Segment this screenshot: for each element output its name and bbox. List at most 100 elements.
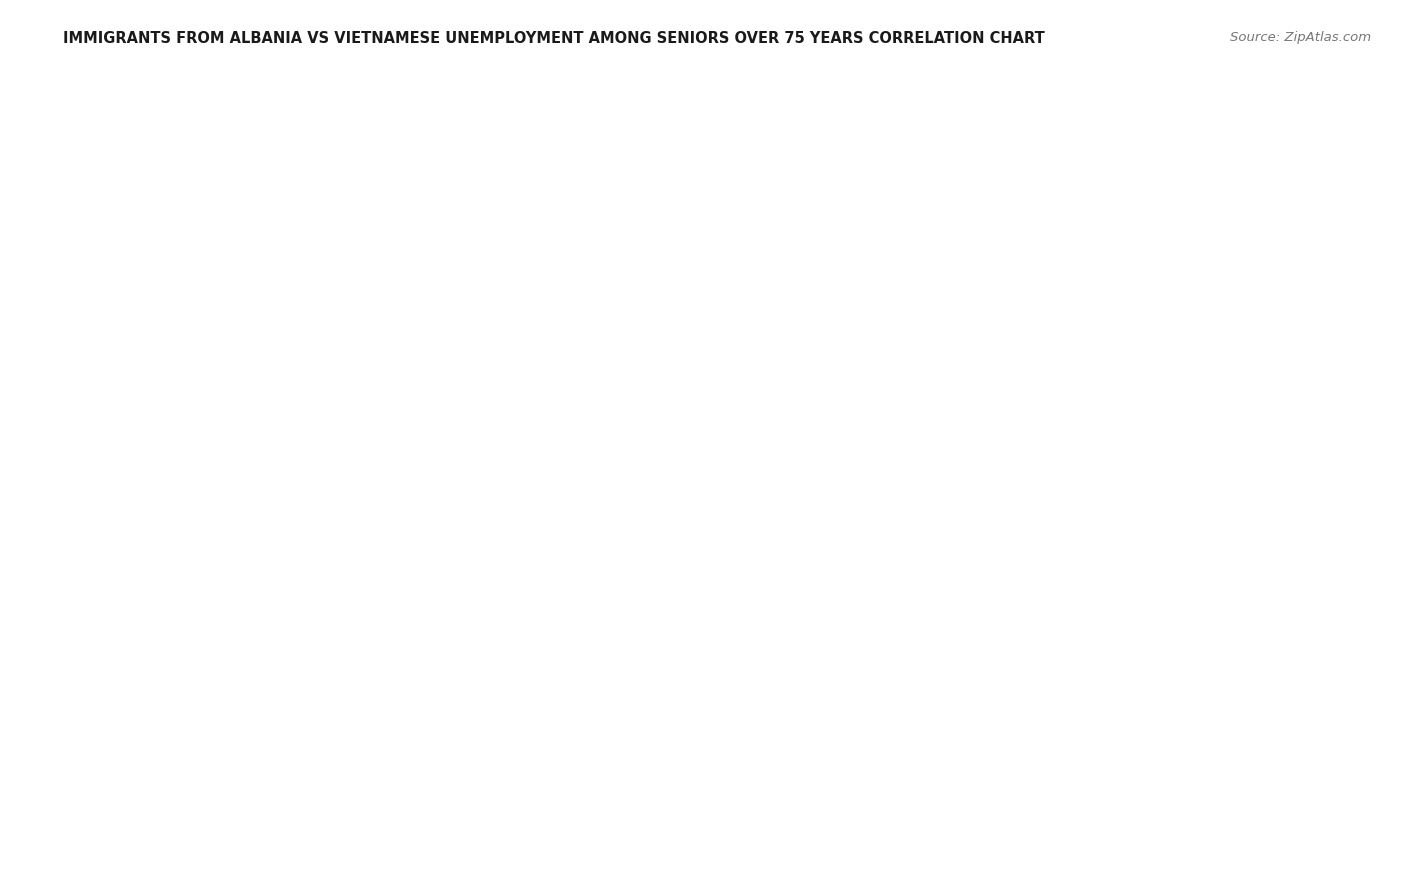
Point [117, 601, 139, 615]
Point [101, 718, 124, 732]
Text: 0.165: 0.165 [564, 132, 621, 150]
Point [111, 659, 134, 673]
Point [136, 595, 159, 609]
Point [160, 510, 183, 524]
Point [131, 627, 153, 641]
Text: R =: R = [515, 132, 550, 150]
Point [101, 666, 124, 681]
Point [107, 621, 129, 635]
Point [233, 731, 256, 745]
Text: atlas: atlas [808, 385, 1109, 507]
Point [131, 614, 153, 628]
Point [160, 595, 183, 609]
Point [121, 607, 143, 622]
Point [166, 647, 188, 661]
Point [283, 614, 305, 628]
Point [121, 588, 143, 602]
Point [136, 582, 159, 596]
Text: Vietnamese: Vietnamese [855, 855, 953, 872]
Point [527, 633, 550, 648]
Point [117, 595, 139, 609]
Text: N =: N = [624, 132, 672, 150]
Point [107, 666, 129, 681]
Text: 0.436: 0.436 [564, 170, 621, 188]
Point [1261, 147, 1284, 161]
Point [141, 614, 163, 628]
Point [127, 601, 149, 615]
Point [97, 692, 120, 706]
Point [176, 614, 198, 628]
FancyBboxPatch shape [465, 114, 765, 203]
Point [131, 595, 153, 609]
Point [141, 640, 163, 654]
Point [195, 627, 218, 641]
Point [136, 614, 159, 628]
Text: Immigrants from Albania: Immigrants from Albania [585, 855, 792, 872]
Point [117, 484, 139, 499]
Point [156, 510, 179, 524]
Point [141, 659, 163, 673]
Point [91, 413, 114, 427]
Point [920, 310, 942, 324]
Point [209, 764, 232, 778]
Point [166, 595, 188, 609]
Point [478, 627, 501, 641]
Point [146, 588, 169, 602]
Point [117, 614, 139, 628]
Point [97, 607, 120, 622]
Point [141, 595, 163, 609]
Point [186, 621, 208, 635]
Point [111, 452, 134, 467]
Point [111, 445, 134, 459]
Point [121, 588, 143, 602]
Point [131, 595, 153, 609]
Point [146, 595, 169, 609]
Text: IMMIGRANTS FROM ALBANIA VS VIETNAMESE UNEMPLOYMENT AMONG SENIORS OVER 75 YEARS C: IMMIGRANTS FROM ALBANIA VS VIETNAMESE UN… [63, 31, 1045, 46]
Point [101, 633, 124, 648]
Point [121, 647, 143, 661]
Point [332, 659, 354, 673]
Point [127, 633, 149, 648]
Point [150, 595, 173, 609]
Point [136, 601, 159, 615]
Point [233, 647, 256, 661]
Point [111, 621, 134, 635]
Point [121, 621, 143, 635]
Point [259, 614, 281, 628]
Point [91, 387, 114, 401]
Point [111, 614, 134, 628]
Text: 38: 38 [686, 170, 714, 188]
Point [156, 627, 179, 641]
Point [121, 582, 143, 596]
Point [150, 348, 173, 362]
Point [101, 614, 124, 628]
Point [209, 770, 232, 784]
Point [111, 601, 134, 615]
Point [186, 607, 208, 622]
Text: Source: ZipAtlas.com: Source: ZipAtlas.com [1230, 31, 1371, 45]
Point [156, 595, 179, 609]
Point [107, 640, 129, 654]
Point [117, 627, 139, 641]
Point [131, 647, 153, 661]
Point [821, 724, 844, 739]
Point [626, 614, 648, 628]
Point [150, 601, 173, 615]
Point [127, 595, 149, 609]
Point [127, 601, 149, 615]
Point [107, 738, 129, 752]
Point [91, 251, 114, 265]
Point [111, 640, 134, 654]
Point [1017, 685, 1039, 699]
Point [176, 595, 198, 609]
Point [117, 711, 139, 725]
Point [127, 588, 149, 602]
Point [576, 621, 599, 635]
Point [146, 627, 169, 641]
Point [170, 601, 193, 615]
Point [1090, 328, 1112, 343]
Point [195, 659, 218, 673]
Point [430, 614, 453, 628]
Point [127, 614, 149, 628]
Point [101, 452, 124, 467]
